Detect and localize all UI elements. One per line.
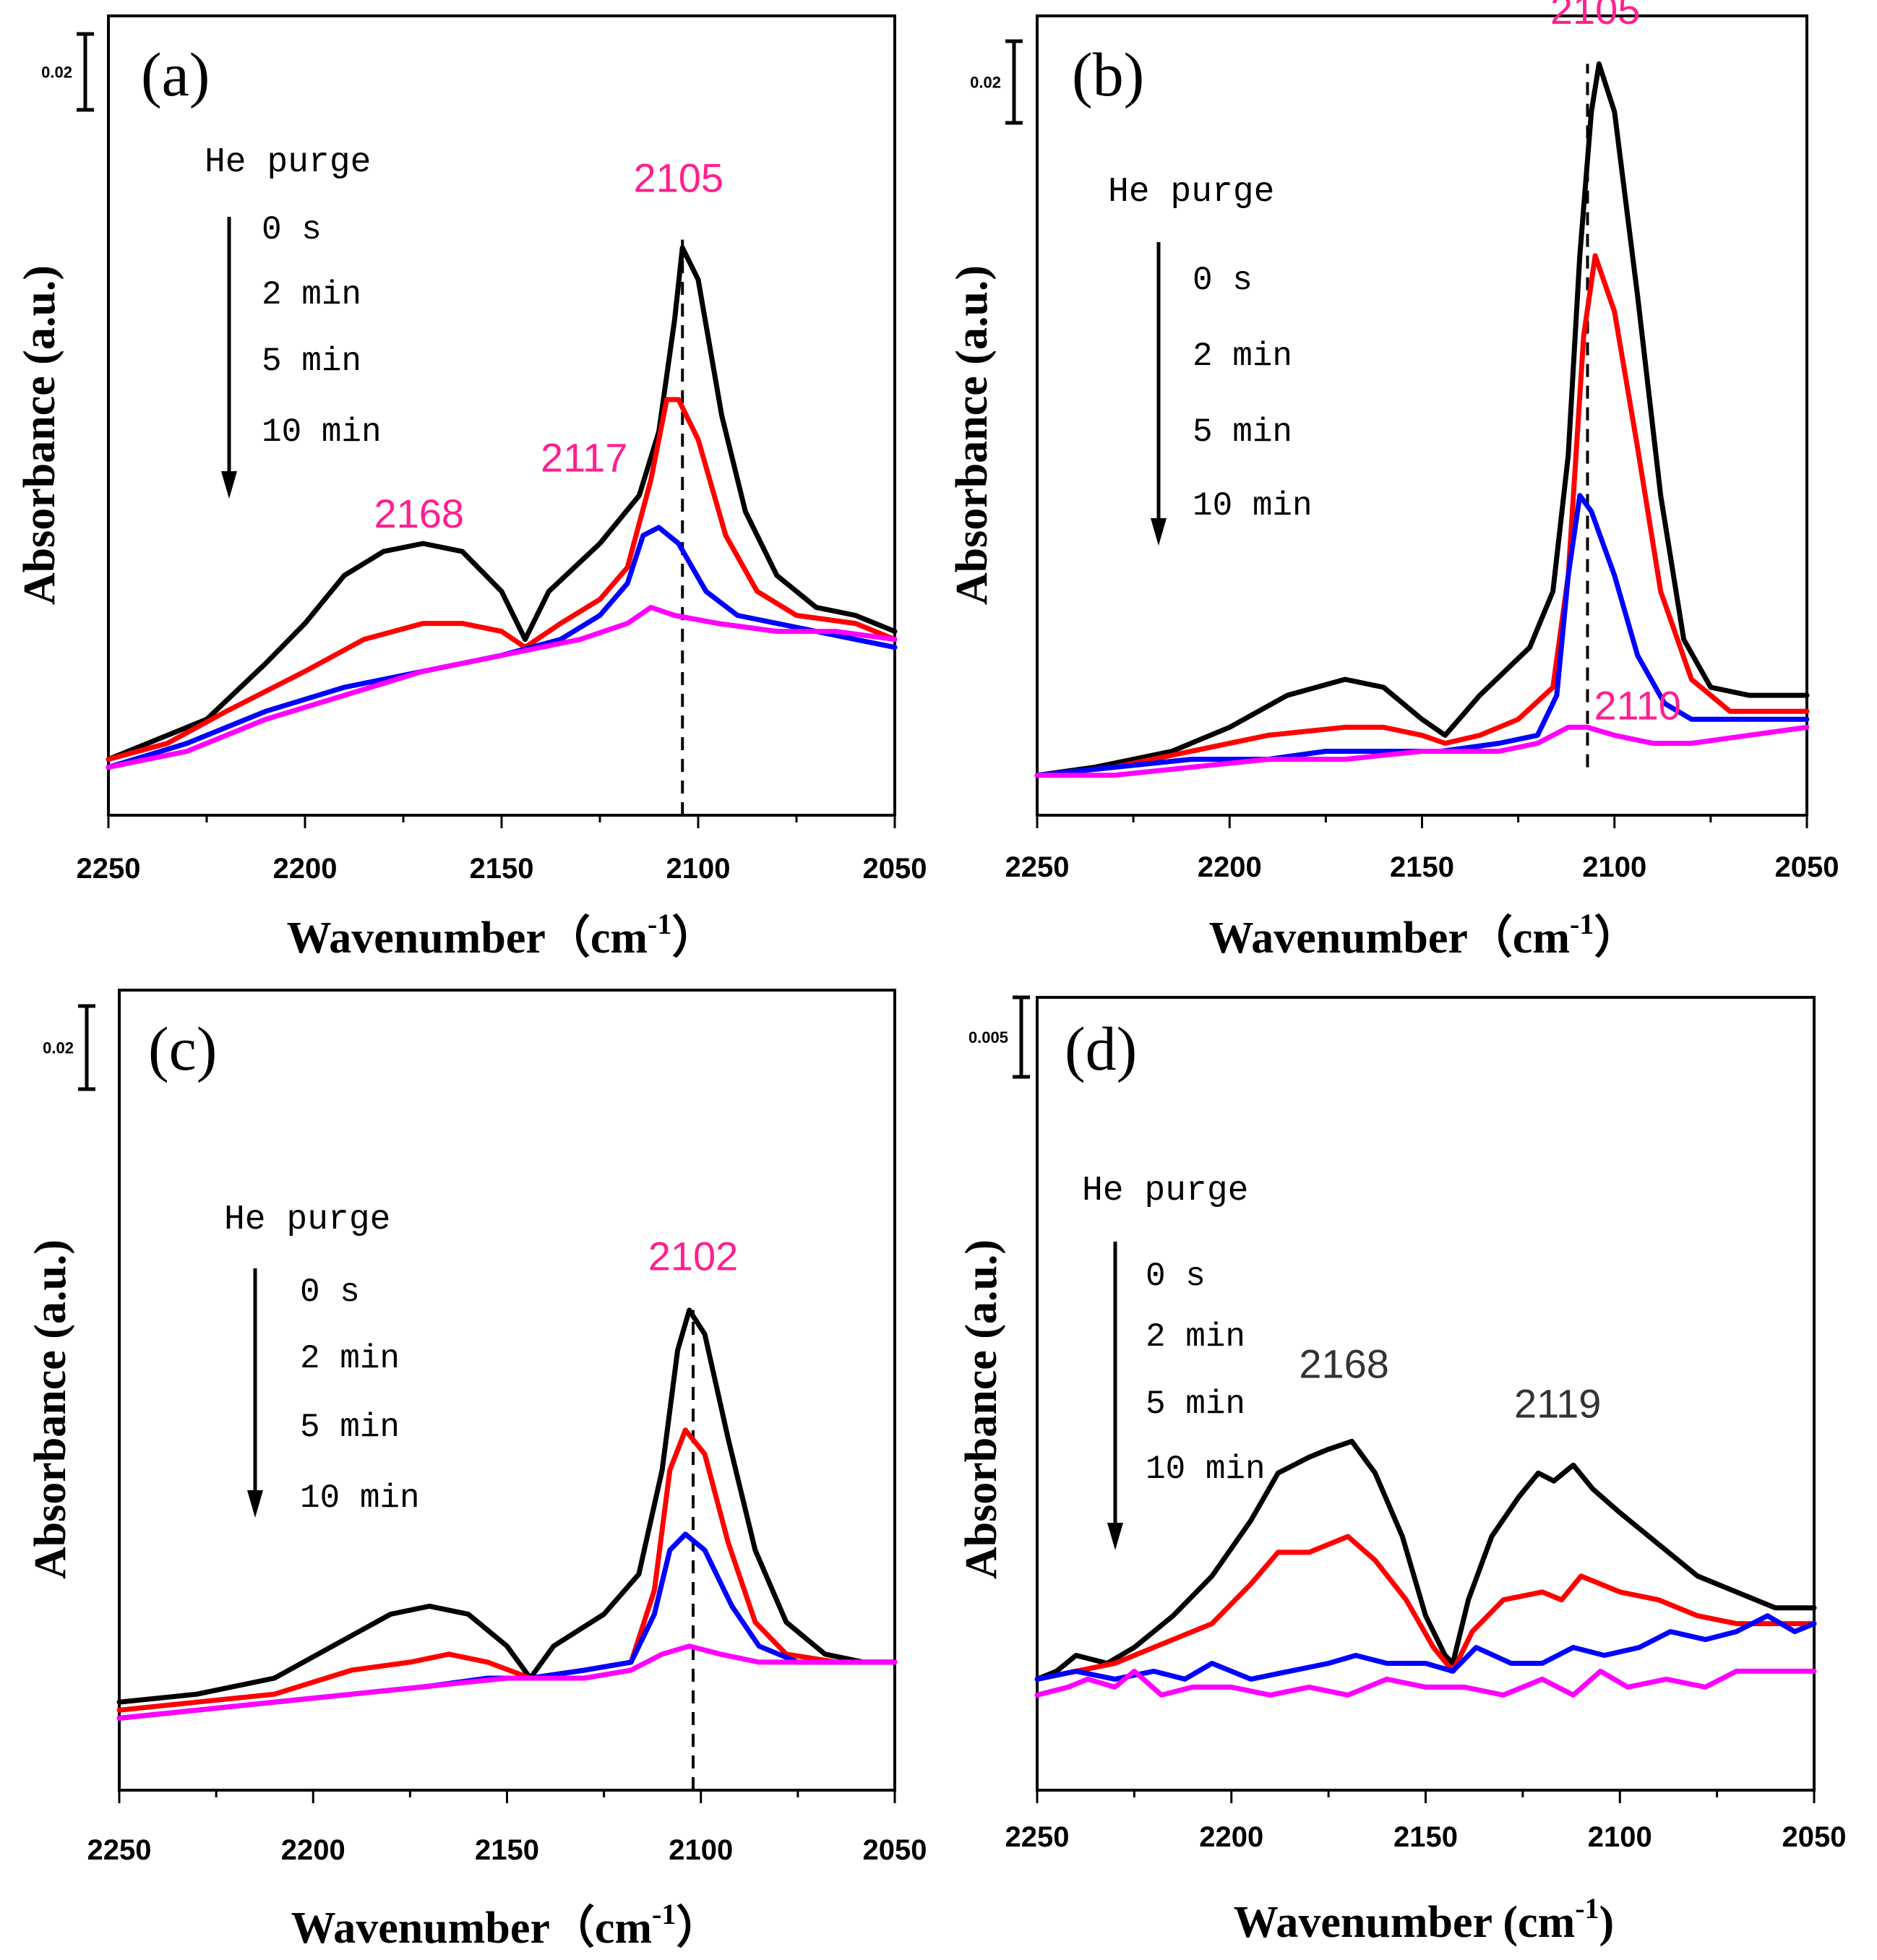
legend-entry-b-1: 2 min <box>1193 338 1292 375</box>
scale-bar-label-b: 0.02 <box>970 74 1001 92</box>
legend-title-c: He purge <box>224 1200 390 1239</box>
series-c-10min <box>116 1643 898 1721</box>
panel-label-c: (c) <box>148 1014 217 1083</box>
x-tick-label-b-2050: 2050 <box>1775 851 1839 883</box>
x-axis-title-a: Wavenumber（cm-1） <box>287 908 717 963</box>
series-b-0s <box>1034 61 1810 778</box>
x-tick-label-c-2100: 2100 <box>669 1834 733 1866</box>
legend-entry-d-1: 2 min <box>1146 1318 1245 1356</box>
x-tick-label-c-2050: 2050 <box>863 1834 927 1866</box>
legend-title-b: He purge <box>1108 173 1274 212</box>
legend-entry-c-2: 5 min <box>300 1409 400 1446</box>
panel-label-d: (d) <box>1065 1014 1137 1083</box>
x-axis-title-b: Wavenumber（cm-1） <box>1209 908 1639 963</box>
panel-b: 2250 2200 2150 2100 2050 2105 2110 0.02 (b) He pu… <box>948 0 1839 963</box>
x-tick-label-b-2250: 2250 <box>1005 851 1070 883</box>
series-d-2min <box>1034 1534 1817 1682</box>
plot-frame-b <box>1036 14 1808 817</box>
plot-frame-a <box>107 14 896 817</box>
series-a-0s <box>106 245 898 762</box>
scale-bar-label-c: 0.02 <box>43 1039 74 1057</box>
legend-entry-b-2: 5 min <box>1193 413 1292 451</box>
series-b-2min <box>1034 253 1810 778</box>
legend-arrow-head-d <box>1107 1523 1123 1550</box>
legend-title-d: He purge <box>1082 1172 1248 1211</box>
peak-label-a-2168: 2168 <box>374 491 464 536</box>
x-tick-label-a-2250: 2250 <box>77 853 141 885</box>
legend-arrow-head-a <box>221 471 237 499</box>
legend-entry-d-0: 0 s <box>1146 1258 1206 1295</box>
series-d-10min <box>1034 1668 1817 1698</box>
legend-arrow-head-c <box>247 1490 263 1518</box>
scale-bar-label-d: 0.005 <box>968 1028 1008 1046</box>
x-tick-label-d-2150: 2150 <box>1393 1821 1458 1853</box>
series-c-2min <box>116 1427 898 1713</box>
x-tick-label-b-2200: 2200 <box>1198 851 1262 883</box>
legend-entry-d-2: 5 min <box>1146 1385 1245 1423</box>
x-tick-label-d-2050: 2050 <box>1782 1821 1847 1853</box>
legend-entry-c-3: 10 min <box>300 1479 420 1517</box>
legend-entry-a-2: 5 min <box>262 343 361 380</box>
y-axis-title-b: Absorbance (a.u.) <box>948 265 997 605</box>
x-axis-title-d: Wavenumber (cm-1) <box>1234 1892 1614 1947</box>
series-c-0s <box>116 1307 898 1705</box>
series-d-0s <box>1034 1438 1817 1682</box>
peak-label-a-2117: 2117 <box>541 434 627 480</box>
series-a-2min <box>106 397 898 762</box>
legend-entry-a-3: 10 min <box>262 413 382 451</box>
series-a-5min <box>106 525 898 770</box>
x-tick-label-a-2150: 2150 <box>470 853 534 885</box>
legend-title-a: He purge <box>205 143 371 182</box>
y-axis-title-c: Absorbance (a.u.) <box>26 1239 75 1579</box>
x-tick-label-a-2100: 2100 <box>666 853 731 885</box>
panel-d: 2250 2200 2150 2100 2050 2168 2119 0.005 (d) He p… <box>957 995 1847 1947</box>
legend-entry-a-0: 0 s <box>262 211 322 249</box>
panel-a: 2250 2200 2150 2100 2050 2105 2117 2168 0.02 (a) H… <box>15 14 927 963</box>
x-tick-label-a-2200: 2200 <box>273 853 338 885</box>
x-tick-label-a-2050: 2050 <box>863 853 927 885</box>
scale-bar-label-a: 0.02 <box>41 64 72 82</box>
legend-entry-d-3: 10 min <box>1146 1450 1266 1488</box>
peak-label-d-2168: 2168 <box>1299 1341 1389 1387</box>
series-d-5min <box>1034 1613 1817 1682</box>
x-tick-label-c-2250: 2250 <box>87 1834 152 1866</box>
legend-entry-c-1: 2 min <box>300 1340 400 1377</box>
panel-label-b: (b) <box>1072 40 1144 109</box>
x-tick-label-d-2100: 2100 <box>1588 1821 1652 1853</box>
panel-label-a: (a) <box>141 40 210 109</box>
x-tick-label-d-2200: 2200 <box>1199 1821 1263 1853</box>
y-axis-title-d: Absorbance (a.u.) <box>957 1239 1006 1579</box>
x-tick-label-d-2250: 2250 <box>1005 1821 1070 1853</box>
legend-entry-b-3: 10 min <box>1193 487 1313 525</box>
series-c-5min <box>116 1531 898 1721</box>
x-axis-title-c: Wavenumber（cm-1） <box>291 1898 721 1953</box>
x-tick-label-c-2150: 2150 <box>475 1834 539 1866</box>
legend-arrow-head-b <box>1151 518 1167 546</box>
peak-label-d-2119: 2119 <box>1514 1380 1601 1426</box>
y-axis-title-a: Absorbance (a.u.) <box>15 265 64 605</box>
x-tick-label-b-2150: 2150 <box>1390 851 1454 883</box>
x-tick-label-b-2100: 2100 <box>1582 851 1646 883</box>
series-a-10min <box>106 604 898 770</box>
legend-entry-a-1: 2 min <box>262 276 361 314</box>
x-tick-label-c-2200: 2200 <box>281 1834 345 1866</box>
peak-label-b-2105: 2105 <box>1550 0 1641 33</box>
legend-entry-b-0: 0 s <box>1193 262 1253 299</box>
peak-label-c-2102: 2102 <box>648 1233 739 1278</box>
panel-c: 2250 2200 2150 2100 2050 2102 0.02 (c) He purge 0… <box>26 989 927 1953</box>
series-b-10min <box>1034 724 1810 778</box>
peak-label-a-2105: 2105 <box>634 155 724 200</box>
peak-label-b-2110: 2110 <box>1594 682 1680 728</box>
legend-entry-c-0: 0 s <box>300 1273 360 1311</box>
